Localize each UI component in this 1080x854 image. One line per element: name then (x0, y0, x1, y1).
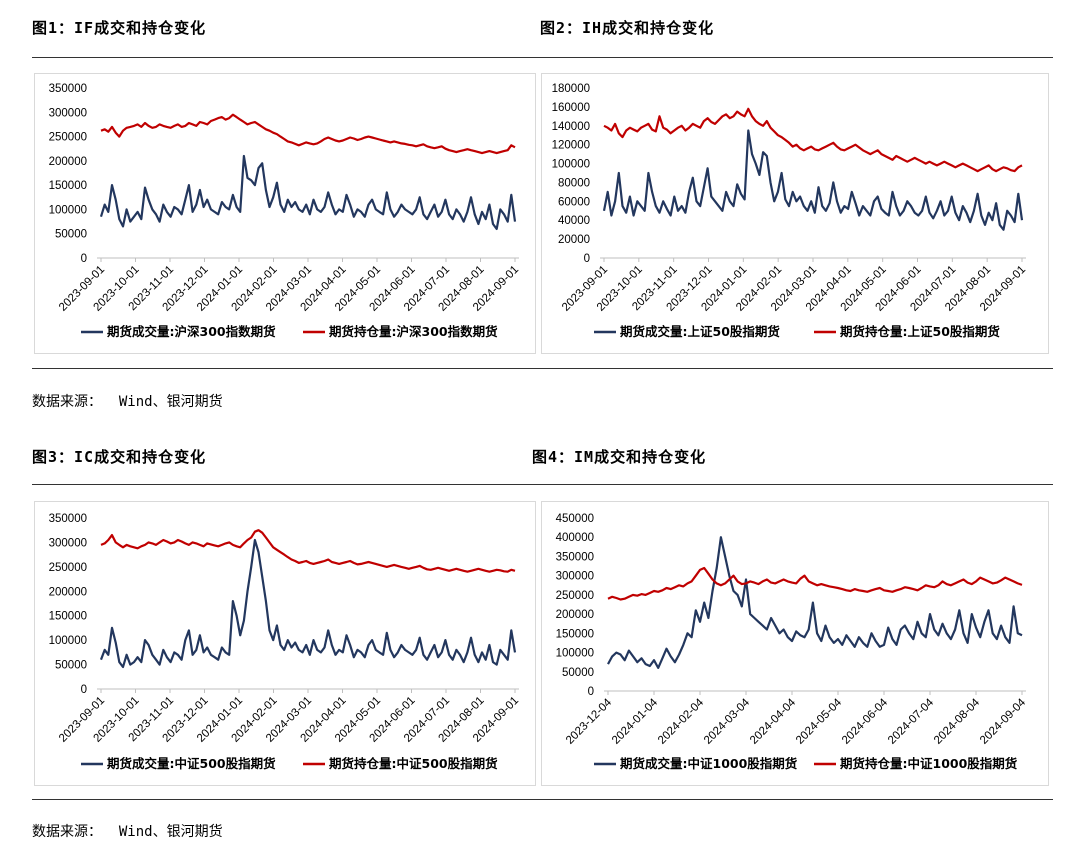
y-tick-label: 0 (588, 686, 594, 698)
legend-label: 期货持仓量:上证50股指期货 (840, 324, 1000, 339)
chart-4-svg: 0 50000 100000 150000 200000 250000 300000 3500… (556, 513, 1029, 771)
y-tick-label: 150000 (49, 180, 87, 192)
source-label-1: 数据来源： (32, 394, 102, 410)
chart-1-panel: 0 50000 100000 150000 200000 250000 300000 3500… (34, 73, 536, 354)
y-tick-label: 100000 (556, 648, 594, 660)
source-text-1: Wind、银河期货 (118, 394, 223, 410)
bottom-divider (32, 799, 1053, 800)
y-tick-label: 40000 (558, 215, 590, 227)
chart-4-title: 图4：IM成交和持仓变化 (532, 448, 707, 466)
chart-4-panel: 0 50000 100000 150000 200000 250000 300000 3500… (541, 501, 1049, 786)
chart-1-svg: 0 50000 100000 150000 200000 250000 300000 3500… (49, 83, 521, 339)
volume-series-line (99, 538, 517, 669)
y-tick-label: 250000 (49, 562, 87, 574)
y-tick-label: 300000 (556, 571, 594, 583)
chart-2-svg: 0 20000 40000 60000 80000 100000 120000 140000 1… (552, 83, 1028, 339)
y-tick-label: 150000 (556, 628, 594, 640)
open-interest-series-line (100, 113, 516, 155)
y-tick-label: 300000 (49, 537, 87, 549)
x-tick-label: 2024-04-04 (748, 696, 799, 747)
middle-divider-1 (32, 368, 1053, 369)
y-tick-label: 250000 (49, 132, 87, 144)
y-tick-label: 160000 (552, 102, 590, 114)
volume-series-line (602, 129, 1024, 231)
y-tick-label: 50000 (55, 229, 87, 241)
chart-1-title: 图1：IF成交和持仓变化 (32, 19, 207, 37)
x-tick-label: 2024-06-04 (840, 696, 891, 747)
open-interest-series-line (603, 107, 1023, 173)
open-interest-series-line (607, 566, 1023, 601)
y-tick-label: 150000 (49, 611, 87, 623)
x-tick-label: 2023-12-04 (564, 696, 615, 747)
y-tick-label: 200000 (49, 586, 87, 598)
y-tick-label: 350000 (556, 551, 594, 563)
x-tick-label: 2024-02-04 (656, 696, 707, 747)
y-tick-label: 0 (81, 684, 87, 696)
chart-3-panel: 0 50000 100000 150000 200000 250000 300000 3500… (34, 501, 536, 786)
legend-label: 期货成交量:沪深300指数期货 (107, 324, 276, 339)
volume-series-line (607, 536, 1023, 669)
x-tick-label: 2024-08-04 (932, 696, 983, 747)
legend-label: 期货持仓量:中证1000股指期货 (840, 756, 1018, 771)
y-tick-label: 400000 (556, 532, 594, 544)
y-tick-label: 100000 (49, 635, 87, 647)
y-tick-label: 20000 (558, 234, 590, 246)
x-tick-label: 2024-09-04 (978, 696, 1029, 747)
chart-2-panel: 0 20000 40000 60000 80000 100000 120000 140000 1… (541, 73, 1049, 354)
y-tick-label: 350000 (49, 83, 87, 95)
y-tick-label: 180000 (552, 83, 590, 95)
x-tick-label: 2024-01-04 (610, 696, 661, 747)
y-tick-label: 140000 (552, 121, 590, 133)
y-tick-label: 300000 (49, 107, 87, 119)
y-tick-label: 350000 (49, 513, 87, 525)
open-interest-series-line (100, 529, 516, 573)
lower-divider (32, 484, 1053, 485)
chart-3-svg: 0 50000 100000 150000 200000 250000 300000 3500… (49, 513, 521, 771)
y-tick-label: 450000 (556, 513, 594, 525)
chart-3-title: 图3：IC成交和持仓变化 (32, 448, 207, 466)
y-tick-label: 200000 (49, 156, 87, 168)
legend-label: 期货成交量:中证1000股指期货 (620, 756, 798, 771)
legend-label: 期货持仓量:沪深300指数期货 (329, 324, 498, 339)
y-tick-label: 100000 (552, 159, 590, 171)
top-divider (32, 57, 1053, 58)
y-tick-label: 250000 (556, 590, 594, 602)
source-label-2: 数据来源： (32, 824, 102, 840)
x-tick-label: 2024-03-04 (702, 696, 753, 747)
source-note-2: 数据来源： Wind、银河期货 (32, 821, 223, 841)
y-tick-label: 120000 (552, 140, 590, 152)
x-tick-label: 2024-05-04 (794, 696, 845, 747)
chart-2-title: 图2：IH成交和持仓变化 (540, 19, 715, 37)
y-tick-label: 0 (584, 253, 590, 265)
volume-series-line (99, 154, 517, 230)
source-note-1: 数据来源： Wind、银河期货 (32, 391, 223, 411)
y-tick-label: 80000 (558, 177, 590, 189)
x-tick-label: 2024-07-04 (886, 696, 937, 747)
y-tick-label: 50000 (55, 660, 87, 672)
y-tick-label: 0 (81, 253, 87, 265)
legend-label: 期货成交量:中证500股指期货 (107, 756, 276, 771)
source-text-2: Wind、银河期货 (118, 824, 223, 840)
legend-label: 期货持仓量:中证500股指期货 (329, 756, 498, 771)
y-tick-label: 100000 (49, 204, 87, 216)
y-tick-label: 50000 (562, 667, 594, 679)
y-tick-label: 60000 (558, 196, 590, 208)
y-tick-label: 200000 (556, 609, 594, 621)
legend-label: 期货成交量:上证50股指期货 (620, 324, 780, 339)
